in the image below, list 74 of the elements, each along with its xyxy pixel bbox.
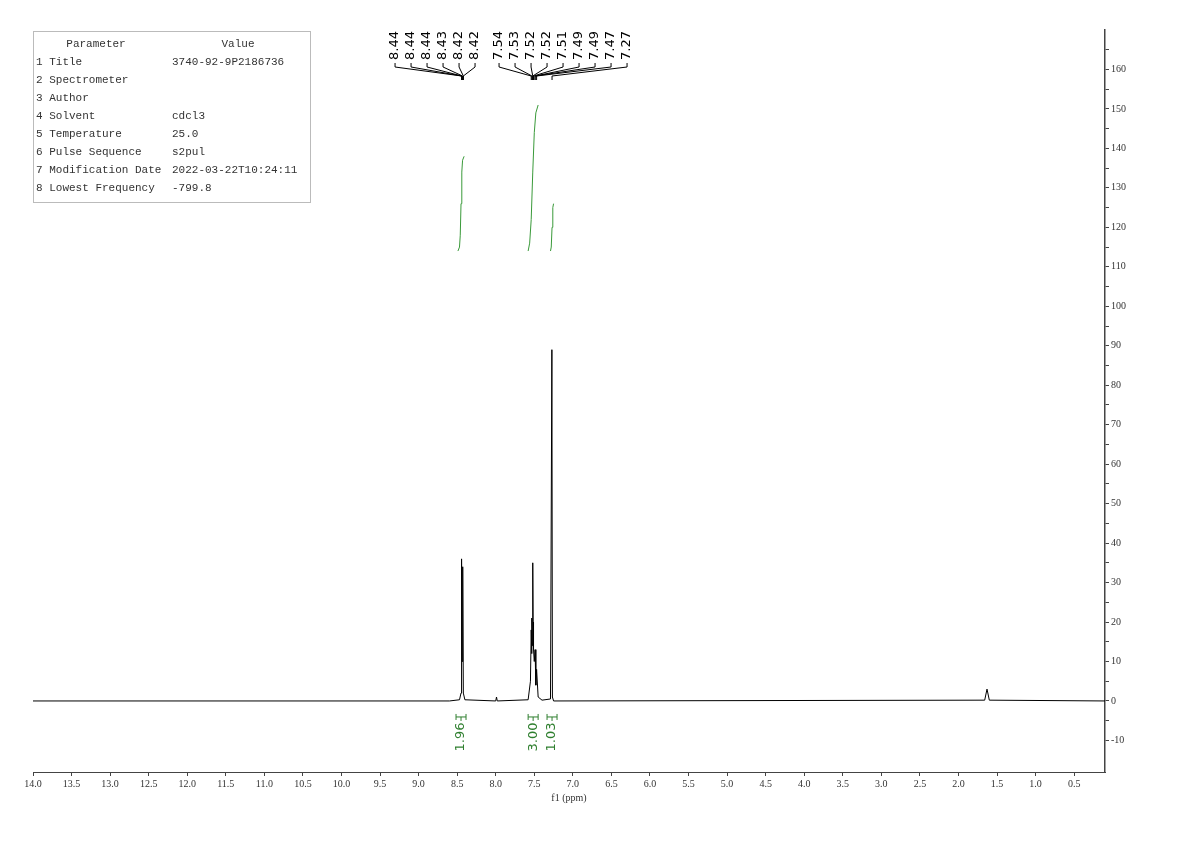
x-tick-label: 10.5 xyxy=(294,777,312,789)
y-tick-label: 60 xyxy=(1111,457,1121,469)
annotation: 8.42 xyxy=(466,31,482,60)
text: 8 Lowest Frequency -799.8 xyxy=(36,182,212,194)
x-axis-title: f1 (ppm) xyxy=(551,791,587,804)
text: 5 Temperature 25.0 xyxy=(36,128,199,140)
annotation: 7.27 xyxy=(618,31,634,60)
text: 6 Pulse Sequence s2pul xyxy=(36,146,206,158)
x-tick-label: 12.5 xyxy=(139,777,158,789)
annotation: 7.49 xyxy=(570,31,586,60)
annotation: 7.47 xyxy=(602,31,618,60)
x-tick-label: 10.0 xyxy=(332,777,351,789)
x-tick-label: 8.0 xyxy=(489,777,502,789)
x-tick-label: 4.5 xyxy=(759,777,772,789)
annotation: 2 Spectrometer xyxy=(36,73,130,88)
x-tick-label: 12.0 xyxy=(178,777,196,789)
annotation: 7.52 xyxy=(538,31,554,60)
y-tick-label: 40 xyxy=(1111,536,1121,548)
text: Parameter Value xyxy=(66,38,255,50)
x-tick-label: 5.0 xyxy=(720,777,734,789)
y-tick-label: 100 xyxy=(1111,299,1126,311)
y-tick-label: 70 xyxy=(1111,418,1121,430)
annotation: 7.54 xyxy=(490,31,506,60)
annotation: 1.03 xyxy=(543,722,559,752)
annotation: 7.53 xyxy=(506,31,522,60)
x-tick-label: 11.0 xyxy=(255,777,273,789)
x-tick-label: 2.5 xyxy=(913,777,927,789)
x-tick-label: 13.0 xyxy=(101,777,119,789)
annotation: 8.42 xyxy=(450,31,466,60)
y-tick-label: 30 xyxy=(1111,576,1121,588)
annotation: 8.44 xyxy=(386,31,402,60)
x-tick-label: 6.0 xyxy=(643,777,657,789)
y-tick-label: 10 xyxy=(1111,655,1121,667)
annotation: 8.43 xyxy=(434,31,450,60)
text: 1 Title 3740-92-9P2186736 xyxy=(36,56,285,68)
annotation: 7.52 xyxy=(522,31,538,60)
y-tick-label: 110 xyxy=(1111,260,1126,272)
y-tick-label: 90 xyxy=(1111,339,1121,351)
y-tick-label: 130 xyxy=(1111,181,1126,193)
y-tick-label: -10 xyxy=(1111,734,1125,746)
y-tick-label: 20 xyxy=(1111,615,1121,627)
x-tick-label: 6.5 xyxy=(605,777,618,789)
x-tick-label: 2.0 xyxy=(952,777,965,789)
annotation: 8.44 xyxy=(418,31,434,60)
y-tick-label: 120 xyxy=(1111,220,1126,232)
y-tick-label: 0 xyxy=(1111,694,1116,706)
annotation: 1.96 xyxy=(452,722,468,752)
annotation: 7 Modification Date 2022-03-22T10:24:11 xyxy=(36,163,299,178)
y-tick-label: 80 xyxy=(1111,378,1121,390)
x-tick-label: 1.0 xyxy=(1029,777,1042,789)
x-tick-label: 3.0 xyxy=(875,777,888,789)
annotation: 3.00 xyxy=(524,722,540,752)
x-tick-label: 11.5 xyxy=(217,777,235,789)
x-tick-label: 14.0 xyxy=(24,777,42,789)
x-tick-label: 1.5 xyxy=(990,777,1004,789)
y-tick-label: 140 xyxy=(1111,142,1126,154)
x-tick-label: 9.0 xyxy=(412,777,425,789)
x-tick-label: 0.5 xyxy=(1067,777,1081,789)
annotation: 3 Author xyxy=(36,91,90,106)
x-tick-label: 7.5 xyxy=(528,777,541,789)
annotation: 7.51 xyxy=(554,31,570,60)
y-tick-label: 150 xyxy=(1111,102,1126,114)
y-tick-label: 50 xyxy=(1111,497,1121,509)
x-tick-label: 3.5 xyxy=(836,777,850,789)
x-tick-label: 4.0 xyxy=(797,777,811,789)
x-tick-label: 7.0 xyxy=(566,777,580,789)
x-tick-label: 5.5 xyxy=(682,777,695,789)
x-tick-label: 9.5 xyxy=(373,777,387,789)
annotation: 8.44 xyxy=(402,31,418,60)
x-tick-label: 8.5 xyxy=(450,777,464,789)
x-tick-label: 13.5 xyxy=(62,777,81,789)
text: 4 Solvent cdcl3 xyxy=(36,110,206,122)
y-tick-label: 160 xyxy=(1111,63,1126,75)
annotation: 7.49 xyxy=(586,31,602,60)
